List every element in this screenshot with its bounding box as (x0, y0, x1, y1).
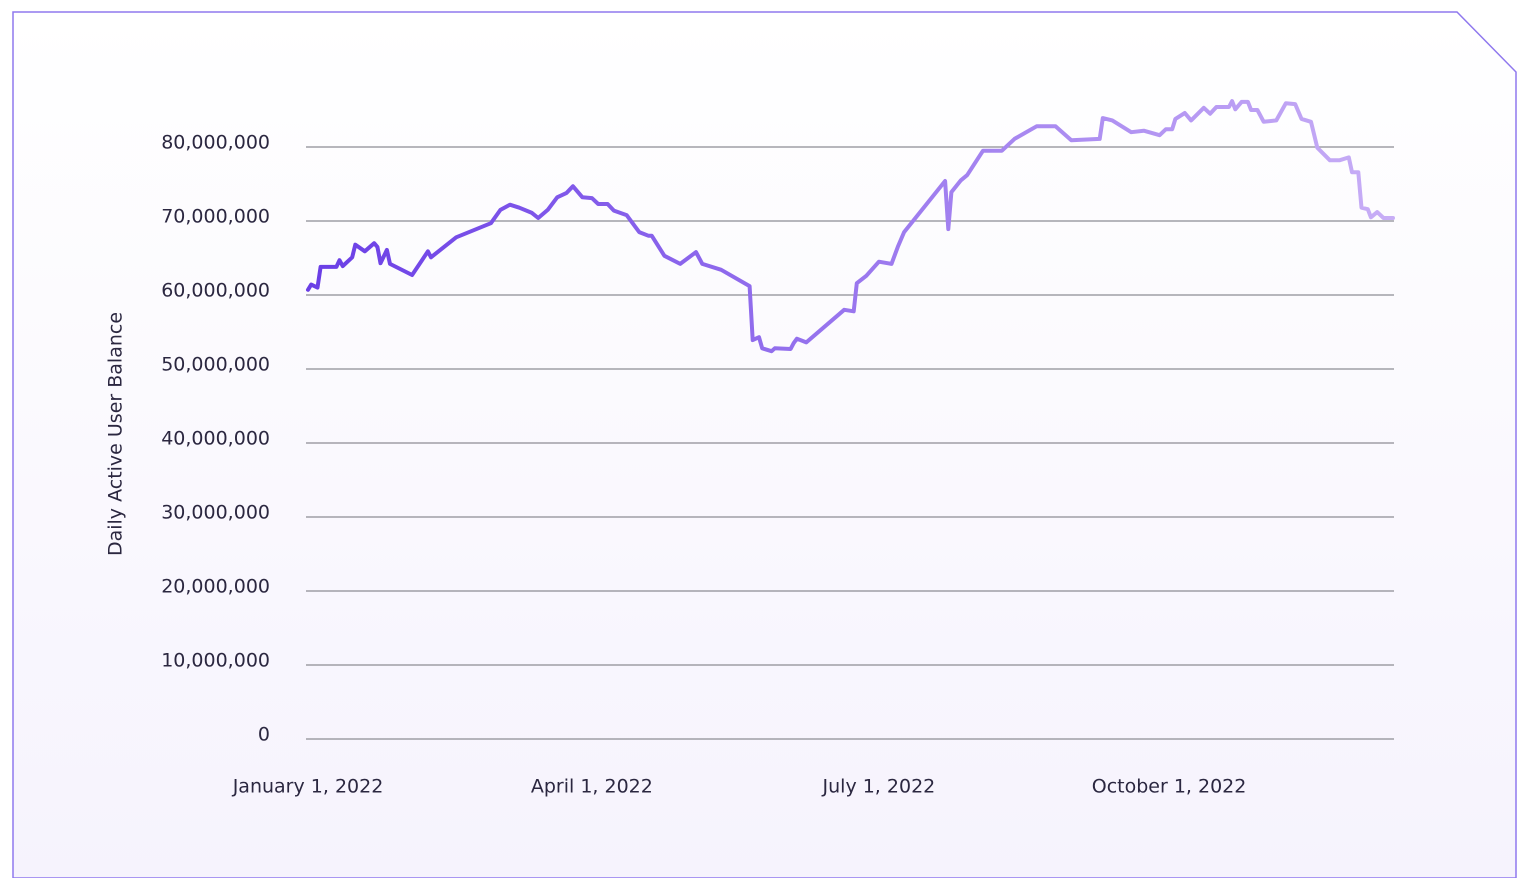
y-tick-label: 20,000,000 (161, 576, 270, 598)
y-tick-label: 0 (258, 724, 270, 746)
x-tick-label: October 1, 2022 (1092, 776, 1247, 798)
x-tick-label: July 1, 2022 (822, 776, 936, 798)
y-tick-label: 40,000,000 (161, 428, 270, 450)
card-frame (12, 11, 1517, 878)
x-tick-label: January 1, 2022 (232, 776, 384, 798)
y-axis-label: Daily Active User Balance (105, 312, 127, 556)
y-tick-label: 50,000,000 (161, 354, 270, 376)
y-tick-label: 80,000,000 (161, 132, 270, 154)
x-tick-label: April 1, 2022 (531, 776, 653, 798)
y-tick-label: 70,000,000 (161, 206, 270, 228)
y-tick-label: 60,000,000 (161, 280, 270, 302)
data-line (306, 99, 1395, 354)
y-tick-label: 10,000,000 (161, 650, 270, 672)
y-tick-label: 30,000,000 (161, 502, 270, 524)
